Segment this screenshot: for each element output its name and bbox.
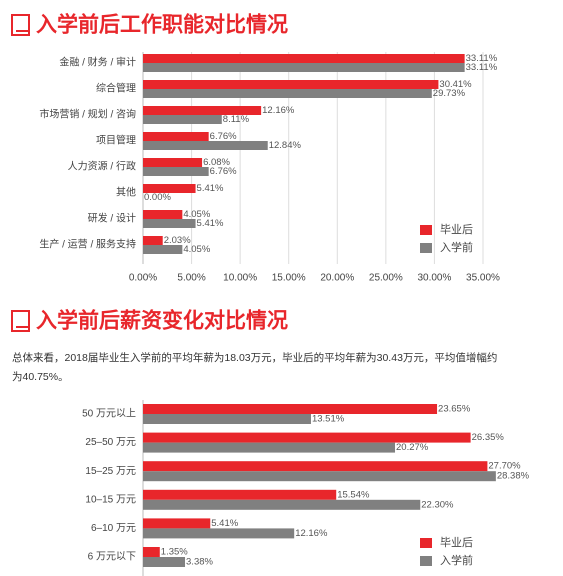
bar (143, 80, 439, 89)
legend-swatch (420, 243, 432, 253)
legend-label: 入学前 (440, 553, 473, 567)
bar (143, 210, 183, 219)
value-label: 23.65% (438, 404, 471, 415)
bar (143, 63, 465, 72)
value-label: 6.08% (203, 157, 230, 168)
value-label: 4.05% (183, 209, 210, 220)
bar (143, 404, 438, 414)
paragraph-line: 为40.75%。 (12, 371, 69, 383)
value-label: 13.51% (312, 414, 345, 425)
value-label: 28.38% (497, 471, 530, 482)
value-label: 2.03% (164, 235, 191, 246)
bar (143, 432, 471, 443)
heading-icon (11, 310, 30, 332)
bar (143, 184, 196, 193)
bar (143, 442, 396, 453)
category-label: 生产 / 运营 / 服务支持 (39, 238, 136, 251)
value-label: 29.73% (433, 88, 466, 99)
bar (143, 54, 465, 63)
value-label: 26.35% (472, 432, 505, 443)
category-label: 人力资源 / 行政 (68, 160, 136, 173)
value-label: 30.41% (439, 79, 472, 90)
value-label: 20.27% (396, 442, 429, 453)
category-label: 综合管理 (96, 82, 136, 95)
section-title: 入学前后薪资变化对比情况 (36, 309, 288, 333)
value-label: 12.84% (269, 140, 302, 151)
bar (143, 557, 186, 567)
x-tick-label: 15.00% (272, 273, 306, 284)
value-label: 5.41% (197, 218, 224, 229)
bar (143, 528, 295, 539)
bar (143, 471, 496, 482)
value-label: 12.16% (262, 105, 295, 116)
bar (143, 499, 421, 510)
bar (143, 106, 262, 115)
x-tick-label: 30.00% (417, 273, 451, 284)
value-label: 27.70% (488, 461, 521, 472)
bar (143, 132, 209, 141)
category-label: 项目管理 (96, 134, 136, 147)
category-label: 25–50 万元 (85, 437, 136, 448)
value-label: 6.76% (210, 131, 237, 142)
value-label: 5.41% (197, 183, 224, 194)
x-tick-label: 35.00% (466, 273, 500, 284)
value-label: 1.35% (161, 547, 188, 558)
bar (143, 158, 203, 167)
legend-swatch (420, 225, 432, 235)
value-label: 5.41% (211, 518, 238, 529)
value-label: 8.11% (223, 114, 250, 125)
paragraph-line: 总体来看，2018届毕业生入学前的平均年薪为18.03万元，毕业后的平均年薪为3… (12, 351, 497, 364)
category-label: 市场营销 / 规划 / 咨询 (39, 108, 136, 121)
value-label: 0.00% (144, 192, 171, 203)
x-tick-label: 0.00% (129, 273, 157, 284)
category-label: 10–15 万元 (85, 494, 136, 505)
legend-label: 毕业后 (440, 536, 473, 549)
legend-swatch (420, 538, 432, 548)
x-tick-label: 10.00% (223, 273, 257, 284)
category-label: 50 万元以上 (82, 408, 136, 420)
category-label: 6–10 万元 (91, 523, 136, 534)
x-tick-label: 25.00% (369, 273, 403, 284)
bar (143, 115, 222, 124)
value-label: 3.38% (186, 557, 213, 568)
bar (143, 547, 160, 557)
bar (143, 414, 311, 424)
heading-icon (11, 14, 30, 36)
category-label: 15–25 万元 (85, 466, 136, 477)
value-label: 4.05% (183, 244, 210, 255)
category-label: 研发 / 设计 (88, 212, 136, 225)
category-label: 金融 / 财务 / 审计 (59, 56, 136, 69)
bar (143, 89, 432, 98)
value-label: 15.54% (337, 489, 370, 500)
bar (143, 141, 268, 150)
bar (143, 236, 163, 245)
bar (143, 167, 209, 176)
value-label: 22.30% (421, 499, 454, 510)
category-label: 6 万元以下 (88, 552, 136, 563)
bar (143, 489, 337, 500)
category-label: 其他 (116, 186, 136, 199)
value-label: 12.16% (295, 528, 328, 539)
legend-swatch (420, 556, 432, 566)
legend-label: 入学前 (440, 240, 473, 254)
x-tick-label: 20.00% (320, 273, 354, 284)
value-label: 33.11% (466, 53, 498, 64)
value-label: 33.11% (466, 62, 498, 73)
value-label: 6.76% (210, 166, 237, 177)
bar (143, 461, 488, 472)
legend-label: 毕业后 (440, 223, 473, 236)
bar (143, 245, 183, 254)
bar (143, 518, 211, 529)
section-title: 入学前后工作职能对比情况 (36, 13, 288, 37)
bar (143, 219, 196, 228)
x-tick-label: 5.00% (177, 273, 205, 284)
